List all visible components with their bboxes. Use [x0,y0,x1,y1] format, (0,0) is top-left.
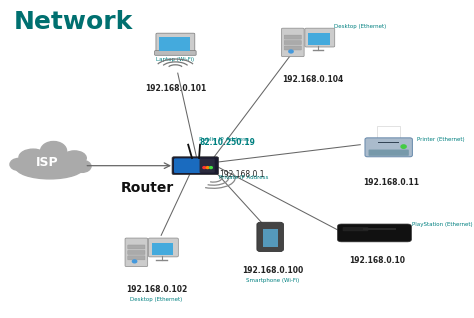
Circle shape [210,167,212,169]
FancyBboxPatch shape [159,37,190,51]
FancyBboxPatch shape [125,238,148,266]
Text: ISP: ISP [36,156,59,169]
FancyBboxPatch shape [305,28,335,47]
Circle shape [401,145,406,148]
FancyBboxPatch shape [155,51,196,55]
FancyBboxPatch shape [148,238,178,257]
Ellipse shape [63,151,86,165]
FancyBboxPatch shape [284,40,301,45]
Text: 192.168.0.100: 192.168.0.100 [242,266,303,274]
Text: 192.168.0.11: 192.168.0.11 [363,178,419,187]
FancyBboxPatch shape [343,227,368,231]
FancyBboxPatch shape [172,157,219,175]
FancyBboxPatch shape [337,224,411,242]
FancyBboxPatch shape [365,138,412,157]
Text: 82.10.250.19: 82.10.250.19 [199,138,255,147]
Circle shape [206,167,209,169]
Text: Desktop (Ethernet): Desktop (Ethernet) [130,297,182,302]
FancyBboxPatch shape [263,229,278,247]
FancyBboxPatch shape [377,126,401,142]
Text: Public IP Address: Public IP Address [199,137,249,142]
FancyBboxPatch shape [378,142,399,143]
Text: Laptop (Wi-Fi): Laptop (Wi-Fi) [156,57,194,62]
Text: Network: Network [14,10,134,33]
FancyBboxPatch shape [128,250,145,254]
Text: 192.168.0.104: 192.168.0.104 [282,75,344,84]
FancyBboxPatch shape [257,222,283,252]
FancyBboxPatch shape [156,33,195,53]
Text: Private IP Address: Private IP Address [219,175,269,180]
Ellipse shape [19,149,47,166]
Text: Smartphone (Wi-Fi): Smartphone (Wi-Fi) [246,278,299,283]
Circle shape [203,167,206,169]
Text: Printer (Ethernet): Printer (Ethernet) [417,137,465,142]
FancyBboxPatch shape [128,245,145,249]
Text: 192.168.0.102: 192.168.0.102 [126,285,187,294]
FancyBboxPatch shape [284,35,301,39]
Text: 192.168.0.10: 192.168.0.10 [349,256,405,265]
FancyBboxPatch shape [308,33,330,45]
Text: PlayStation (Ethernet): PlayStation (Ethernet) [412,222,473,227]
Text: Desktop (Ethernet): Desktop (Ethernet) [334,24,386,29]
Text: 192.168.0.101: 192.168.0.101 [145,84,206,93]
FancyBboxPatch shape [284,46,301,50]
FancyBboxPatch shape [152,243,173,255]
Ellipse shape [40,142,66,161]
FancyBboxPatch shape [363,228,396,230]
FancyBboxPatch shape [174,158,201,173]
Ellipse shape [10,158,28,170]
FancyBboxPatch shape [368,149,409,156]
Text: Router: Router [120,181,173,195]
FancyBboxPatch shape [200,159,215,173]
FancyBboxPatch shape [128,256,145,260]
Text: 192.168.0.1: 192.168.0.1 [219,170,265,179]
FancyBboxPatch shape [282,28,304,57]
Ellipse shape [73,160,91,172]
Circle shape [132,260,137,263]
Circle shape [289,50,293,53]
Ellipse shape [15,155,84,179]
